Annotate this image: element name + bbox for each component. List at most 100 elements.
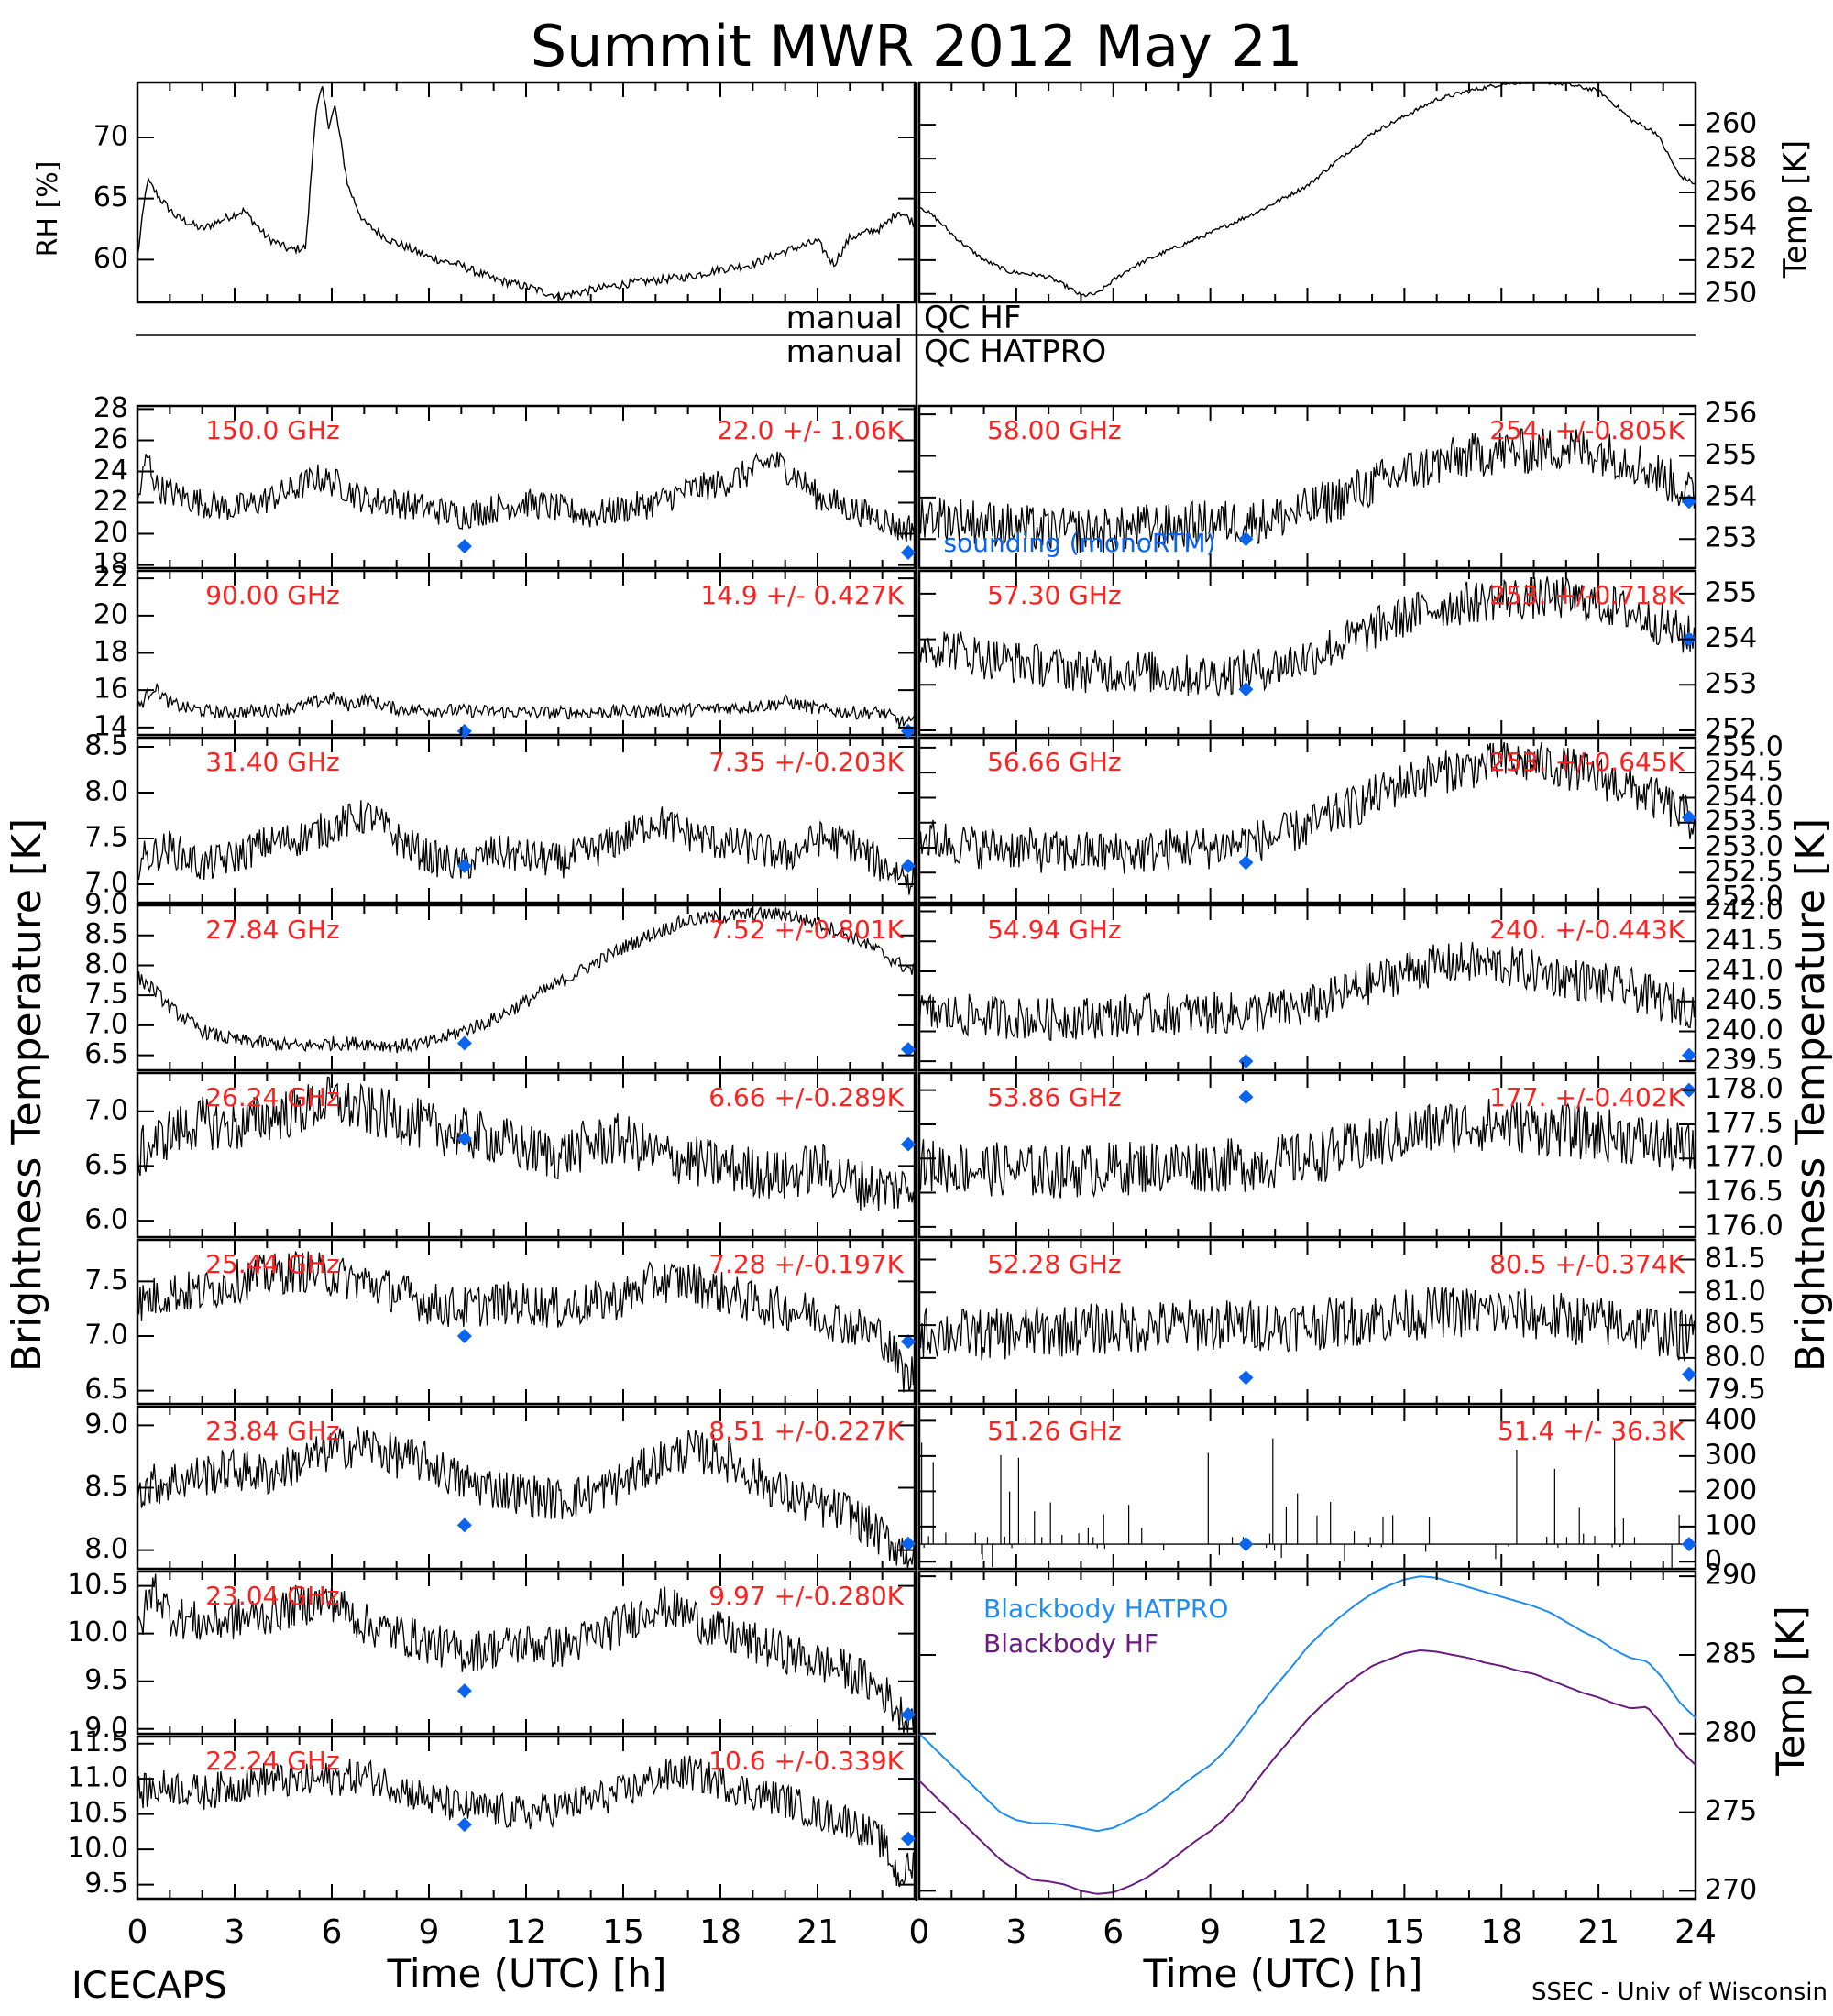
channel-label: 53.86 GHz (987, 1082, 1122, 1112)
y-tick-label: 9.5 (84, 1868, 128, 1900)
qc-hatpro-left: manual (786, 334, 903, 370)
y-tick-label: 10.0 (67, 1833, 128, 1865)
channel-stat: 7.35 +/-0.203K (708, 747, 904, 777)
sounding-point (456, 1329, 472, 1344)
series-line-blackbody-hatpro (918, 1575, 1696, 1833)
y-tick-label: 81.0 (1705, 1276, 1766, 1308)
channel-stat: 7.52 +/-0.801K (708, 915, 904, 945)
y-tick-label: 255 (1705, 576, 1757, 608)
y-tick-label: 300 (1705, 1439, 1757, 1471)
channel-label: 23.84 GHz (205, 1416, 340, 1446)
channel-label: 27.84 GHz (205, 915, 340, 945)
y-tick-label: 8.5 (84, 730, 128, 762)
y-tick-label: 8.0 (84, 1533, 128, 1565)
series-line-rh (137, 86, 916, 301)
y-tick-label: 254.0 (1705, 781, 1784, 813)
y-tick-label: 65 (93, 181, 128, 214)
y-tick-label: 254.5 (1705, 756, 1784, 788)
y-tick-label: 7.0 (84, 868, 128, 900)
y-tick-label: 177.0 (1705, 1142, 1784, 1174)
series-line-c57_3 (918, 575, 1696, 698)
channel-label: 23.04 GHz (205, 1581, 340, 1611)
sounding-point (900, 859, 916, 873)
qc-hatpro-right: QC HATPRO (924, 334, 1106, 370)
y-tick-label: 253.5 (1705, 805, 1784, 838)
y-tick-label: 241.5 (1705, 925, 1784, 957)
sounding-point (1238, 855, 1254, 871)
sounding-point (456, 1035, 472, 1051)
figure-title: Summit MWR 2012 May 21 (531, 13, 1303, 80)
channel-stat: 177. +/-0.402K (1489, 1082, 1685, 1112)
sounding-point (1238, 1370, 1254, 1386)
series-line-c150 (137, 451, 916, 542)
x-tick-label: 15 (602, 1913, 644, 1951)
x-tick-label: 3 (1005, 1913, 1026, 1951)
sounding-legend: sounding (monoRTM) (944, 528, 1216, 558)
y-tick-label: 241.0 (1705, 955, 1784, 987)
y-tick-label: 26 (93, 423, 128, 455)
y-tick-label: 8.0 (84, 948, 128, 981)
y-tick-label: 285 (1705, 1638, 1757, 1670)
channel-label: 51.26 GHz (987, 1416, 1122, 1446)
channel-label: 150.0 GHz (205, 415, 340, 445)
y-tick-label: 252.5 (1705, 856, 1784, 888)
channel-label: 90.00 GHz (205, 580, 340, 610)
y-tick-label: 22 (93, 562, 128, 594)
xlabel-right: Time (UTC) [h] (1143, 1951, 1423, 1996)
channel-stat: 254. +/-0.805K (1489, 415, 1685, 445)
channel-stat: 240. +/-0.443K (1489, 915, 1685, 945)
y-tick-label: 10.0 (67, 1616, 128, 1649)
y-tick-label: 7.0 (84, 1320, 128, 1352)
sounding-point (1681, 1366, 1696, 1382)
y-tick-label: 9.0 (84, 1408, 128, 1441)
x-tick-label: 12 (505, 1913, 547, 1951)
y-tick-label: 7.0 (84, 1008, 128, 1040)
y-tick-label: 200 (1705, 1474, 1757, 1507)
y-tick-label: 80.0 (1705, 1341, 1766, 1373)
y-tick-label: 252.0 (1705, 881, 1784, 913)
sounding-point (1238, 1090, 1254, 1105)
y-tick-label: 9.5 (84, 1664, 128, 1696)
channel-stat: 6.66 +/-0.289K (708, 1082, 904, 1112)
series-line-c23_0 (137, 1573, 916, 1734)
y-tick-label: 60 (93, 243, 128, 275)
y-tick-label: 7.5 (84, 1265, 128, 1297)
x-tick-label: 0 (127, 1913, 148, 1951)
sounding-point (900, 544, 916, 560)
y-tick-label: 252 (1705, 243, 1757, 275)
channel-stat: 8.51 +/-0.227K (708, 1416, 904, 1446)
sounding-point (1238, 1537, 1254, 1552)
sounding-point (1681, 810, 1696, 826)
sounding-point (900, 1536, 916, 1551)
x-tick-label: 6 (322, 1913, 343, 1951)
channel-stat: 253. +/-0.645K (1489, 747, 1685, 777)
channel-label: 57.30 GHz (987, 580, 1122, 610)
channel-label: 25.44 GHz (205, 1249, 340, 1279)
y-tick-label: 177.5 (1705, 1107, 1784, 1139)
y-tick-label: 275 (1705, 1795, 1757, 1827)
axis-ticks (137, 82, 1696, 1899)
series-line-c31 (137, 800, 916, 895)
series-line-c27 (137, 905, 916, 1054)
y-tick-label: 6.0 (84, 1204, 128, 1236)
channel-stat: 7.28 +/-0.197K (708, 1249, 904, 1279)
y-tick-label: 100 (1705, 1509, 1757, 1541)
y-tick-label: 20 (93, 598, 128, 630)
y-tick-label: 178.0 (1705, 1073, 1784, 1105)
y-tick-label: 270 (1705, 1874, 1757, 1906)
sounding-point (1681, 1047, 1696, 1063)
qc-hf-right: QC HF (924, 300, 1021, 336)
x-tick-label: 9 (419, 1913, 440, 1951)
footer-right: SSEC - Univ of Wisconsin (1531, 1978, 1828, 2006)
y-tick-label: 253 (1705, 522, 1757, 554)
channel-stat: 9.97 +/-0.280K (708, 1581, 904, 1611)
channel-stat: 51.4 +/- 36.3K (1498, 1416, 1685, 1446)
series-line-c26 (137, 1076, 916, 1214)
y-tick-label: 400 (1705, 1404, 1757, 1436)
y-tick-label: 0 (1705, 1545, 1722, 1577)
ylabel-rh: RH [%] (32, 161, 64, 257)
y-tick-label: 8.5 (84, 1471, 128, 1503)
series-line-c58 (918, 428, 1696, 553)
x-tick-label: 3 (225, 1913, 246, 1951)
y-tick-label: 9.0 (84, 1712, 128, 1744)
